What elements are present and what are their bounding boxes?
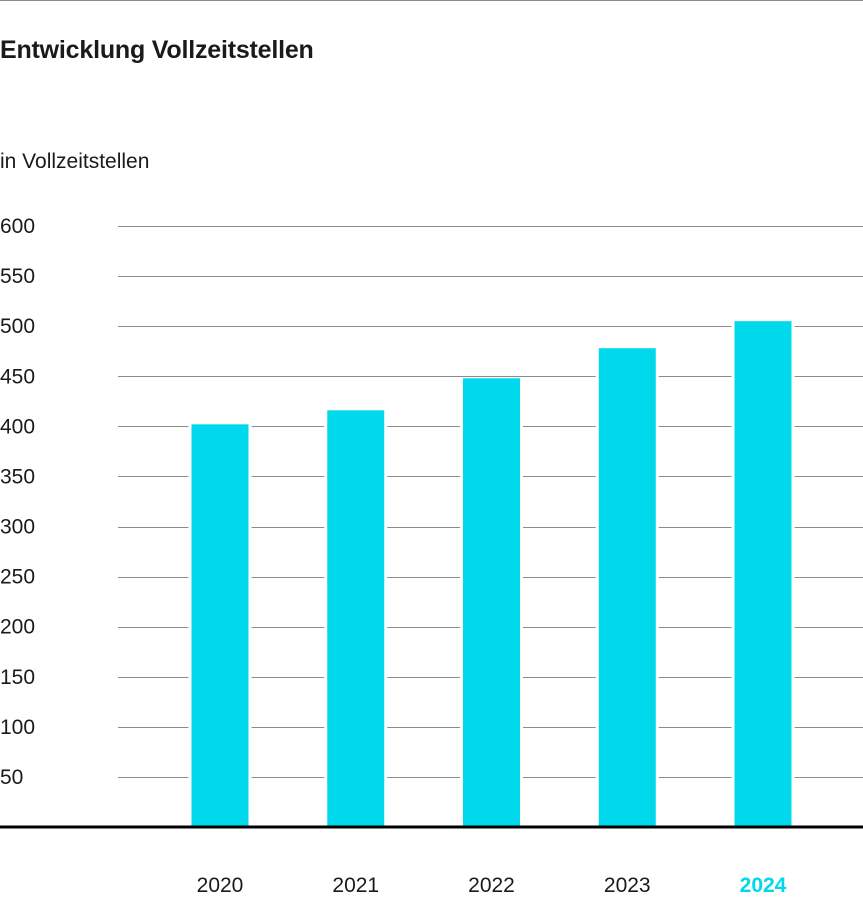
bar-2022 <box>463 378 520 827</box>
x-tick-label-2024: 2024 <box>740 874 787 897</box>
y-tick-label: 200 <box>0 616 35 639</box>
chart-title: Entwicklung Vollzeitstellen <box>0 36 314 64</box>
y-tick-label: 250 <box>0 566 35 589</box>
bar-2021 <box>327 410 385 827</box>
y-tick-label: 150 <box>0 666 35 689</box>
bar-2024 <box>734 321 792 827</box>
bars <box>188 321 795 827</box>
y-axis-unit-label: in Vollzeitstellen <box>0 150 150 173</box>
y-tick-label: 600 <box>0 215 35 238</box>
y-tick-label: 350 <box>0 465 35 488</box>
y-tick-label: 400 <box>0 415 35 438</box>
x-tick-label-2020: 2020 <box>197 874 244 897</box>
top-divider <box>0 0 863 1</box>
y-tick-label: 550 <box>0 265 35 288</box>
y-tick-label: 450 <box>0 365 35 388</box>
x-tick-label-2021: 2021 <box>332 874 379 897</box>
y-tick-label: 500 <box>0 315 35 338</box>
y-tick-label: 50 <box>0 766 23 789</box>
y-tick-label: 300 <box>0 516 35 539</box>
bar-2023 <box>598 348 656 827</box>
bar-2020 <box>191 424 249 827</box>
x-tick-labels: 2020 2021 2022 2023 2024 <box>197 874 787 897</box>
y-tick-label: 100 <box>0 716 35 739</box>
y-tick-labels: 50 100 150 200 250 300 350 400 450 500 550 600 <box>0 215 35 789</box>
x-tick-label-2022: 2022 <box>468 874 515 897</box>
x-tick-label-2023: 2023 <box>604 874 651 897</box>
